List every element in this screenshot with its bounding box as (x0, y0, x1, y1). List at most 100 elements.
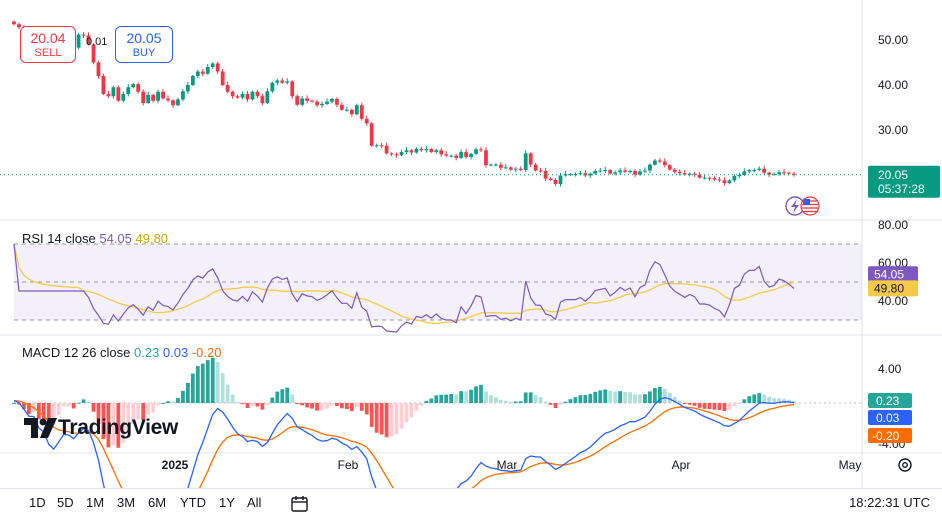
candle-body (548, 178, 553, 180)
candle-body (727, 180, 732, 184)
candle-body (593, 170, 598, 174)
candle-body (205, 67, 210, 74)
range-ytd-button[interactable]: YTD (180, 495, 206, 510)
candle-body (210, 63, 215, 67)
candle-body (220, 71, 225, 85)
candle-body (141, 91, 146, 103)
candle-body (335, 98, 339, 105)
macd-histogram-bar (757, 393, 762, 403)
candle-body (702, 177, 707, 179)
candle-body (603, 170, 608, 172)
macd-histogram-bar (46, 403, 51, 426)
macd-hist-tag (868, 393, 912, 408)
macd-histogram-bar (379, 403, 384, 435)
macd-legend-hist: 0.23 (134, 345, 163, 360)
macd-histogram-bar (692, 403, 697, 406)
macd-histogram-bar (767, 396, 772, 403)
candle-body (434, 150, 439, 153)
macd-histogram-bar (702, 403, 707, 409)
candle-body (494, 164, 498, 166)
candle-body (280, 80, 285, 83)
macd-histogram-bar (742, 399, 747, 403)
macd-histogram-bar (657, 386, 662, 403)
last-price-tag (868, 165, 940, 198)
range-1y-button[interactable]: 1Y (219, 495, 235, 510)
candle-body (156, 91, 160, 101)
macd-histogram-bar (474, 386, 478, 403)
macd-histogram-bar (330, 403, 334, 406)
candle-body (444, 154, 449, 156)
gear-ring (898, 458, 912, 472)
macd-legend-macd: 0.03 (163, 345, 192, 360)
macd-histogram-bar (335, 403, 339, 407)
candle-body (643, 170, 647, 172)
utc-clock[interactable]: 18:22:31 UTC (849, 495, 930, 510)
candle-body (484, 150, 488, 166)
last-price-value: 20.05 (878, 168, 908, 182)
candle-body (419, 148, 424, 151)
buy-button[interactable]: 20.05 BUY (115, 26, 173, 63)
sell-button[interactable]: 20.04 SELL (20, 26, 76, 63)
candle-body (131, 84, 136, 88)
candle-body (245, 94, 250, 100)
macd-axis-label: 4.00 (878, 362, 902, 376)
macd-histogram-bar (653, 388, 657, 403)
macd-histogram-bar (697, 403, 702, 408)
candle-body (752, 170, 757, 172)
macd-histogram-bar (717, 403, 722, 410)
range-1m-button[interactable]: 1M (86, 495, 105, 510)
sell-label: SELL (34, 47, 62, 59)
macd-histogram-bar (732, 403, 737, 407)
macd-histogram-bar (469, 389, 473, 403)
candle-body (563, 174, 568, 176)
macd-value-tag (868, 410, 912, 425)
candle-body (101, 76, 106, 94)
date-range-icon[interactable] (290, 494, 310, 514)
macd-histogram-bar (369, 403, 374, 427)
range-1d-button[interactable]: 1D (29, 495, 46, 510)
candle-body (479, 149, 483, 151)
macd-histogram-bar (146, 403, 151, 415)
macd-histogram-bar (190, 373, 195, 403)
candle-body (757, 168, 762, 171)
candle-body (628, 170, 632, 172)
settings-gear-icon[interactable] (898, 458, 912, 472)
macd-pane: MACD 12 26 close 0.23 0.03 -0.20 (12, 345, 862, 522)
range-6m-button[interactable]: 6M (148, 495, 167, 510)
candle-body (399, 152, 404, 156)
candle-body (161, 91, 165, 99)
macd-histogram-bar (538, 396, 543, 403)
macd-histogram-bar (752, 394, 757, 403)
candle-body (782, 172, 786, 174)
rsi-legend-name: RSI (22, 231, 47, 246)
macd-histogram-bar (633, 394, 637, 403)
rsi-value-tag (868, 266, 918, 283)
candle-body (518, 168, 523, 171)
candle-body (454, 155, 459, 158)
candle-body (498, 164, 503, 168)
range-3m-button[interactable]: 3M (117, 495, 136, 510)
range-all-button[interactable]: All (247, 495, 262, 510)
candle-body (523, 153, 528, 171)
candle-body (424, 148, 429, 151)
time-axis-label: May (839, 458, 862, 472)
macd-histogram-bar (712, 403, 717, 410)
range-5d-button[interactable]: 5D (57, 495, 74, 510)
macd-histogram-bar (593, 391, 598, 403)
macd-histogram-bar (161, 402, 165, 404)
candle-body (682, 173, 687, 175)
macd-histogram-bar (56, 403, 61, 415)
candle-body (91, 44, 96, 63)
macd-histogram-bar (176, 397, 180, 403)
candle-body (17, 24, 21, 28)
candle-body (195, 71, 200, 76)
macd-histogram-bar (359, 403, 364, 411)
gear-hub (902, 462, 908, 468)
candle-body (290, 81, 295, 97)
candle-body (409, 150, 414, 153)
macd-histogram-bar (344, 403, 349, 410)
macd-histogram-bar (409, 403, 414, 418)
candle-body (513, 168, 518, 170)
candle-body (687, 173, 692, 175)
